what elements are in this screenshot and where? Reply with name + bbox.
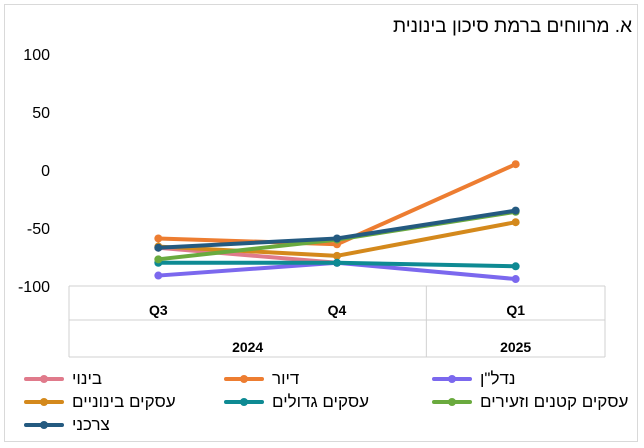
- legend-label: דיור: [272, 369, 300, 388]
- chart-frame: [4, 4, 638, 442]
- legend-item: צרכני: [24, 414, 110, 436]
- data-point: [511, 218, 520, 227]
- legend-swatch-marker: [40, 398, 48, 406]
- legend-swatch-marker: [240, 398, 248, 406]
- legend-label: עסקים גדולים: [272, 392, 370, 411]
- legend-swatch-marker: [40, 421, 48, 429]
- data-point: [511, 160, 520, 169]
- x-tick-label: Q3: [149, 302, 168, 318]
- data-point: [333, 258, 341, 267]
- legend-label: צרכני: [72, 415, 110, 434]
- y-tick-label: -100: [18, 279, 50, 296]
- legend-item: עסקים גדולים: [224, 391, 369, 413]
- data-point: [154, 271, 163, 280]
- chart-title: א. מרווחים ברמת סיכון בינונית: [392, 16, 632, 37]
- legend-swatch: [24, 421, 64, 429]
- legend-swatch: [24, 375, 64, 383]
- data-point: [333, 234, 341, 243]
- legend-swatch: [432, 398, 472, 406]
- legend-swatch: [432, 375, 472, 383]
- legend-swatch-marker: [40, 375, 48, 383]
- legend-item: דיור: [224, 368, 299, 390]
- legend-label: עסקים קטנים וזעירים: [480, 392, 629, 411]
- x-tick-label: Q4: [328, 302, 347, 318]
- y-tick-label: -50: [27, 221, 50, 238]
- legend-swatch-marker: [240, 375, 248, 383]
- legend-swatch: [224, 375, 264, 383]
- legend-swatch-marker: [448, 375, 456, 383]
- data-point: [511, 275, 520, 284]
- legend-item: עסקים בינוניים: [24, 391, 176, 413]
- data-point: [333, 251, 341, 260]
- y-tick-label: 0: [41, 163, 50, 180]
- x-group-label: 2025: [500, 339, 531, 355]
- data-point: [154, 243, 163, 252]
- legend-item: נדל"ן: [432, 368, 516, 390]
- legend-swatch: [224, 398, 264, 406]
- legend-label: בינוי: [72, 369, 103, 388]
- x-group-label: 2024: [232, 339, 263, 355]
- legend-swatch-marker: [448, 398, 456, 406]
- legend-item: עסקים קטנים וזעירים: [432, 391, 628, 413]
- y-tick-label: 100: [23, 47, 50, 64]
- legend-label: עסקים בינוניים: [72, 392, 176, 411]
- data-point: [511, 206, 520, 215]
- legend-item: בינוי: [24, 368, 102, 390]
- legend-swatch: [24, 398, 64, 406]
- data-point: [154, 234, 163, 243]
- x-tick-label: Q1: [506, 302, 525, 318]
- legend-label: נדל"ן: [480, 369, 516, 388]
- legend: בינוי דיור נדל"ן עסקים בינוניים עסקים גדולים…: [14, 368, 634, 442]
- series-line: [156, 245, 339, 265]
- y-tick-label: 50: [32, 105, 50, 122]
- data-point: [511, 262, 520, 271]
- data-point: [154, 255, 163, 264]
